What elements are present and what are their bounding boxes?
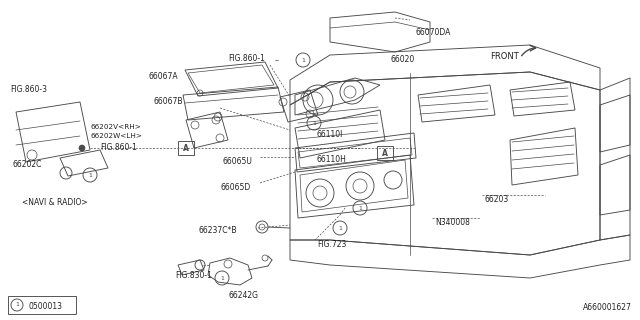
Text: FIG.860-3: FIG.860-3 bbox=[10, 85, 47, 94]
Text: 66242G: 66242G bbox=[228, 291, 258, 300]
Text: 66110I: 66110I bbox=[316, 130, 342, 139]
Text: 1: 1 bbox=[15, 302, 19, 308]
Text: 1: 1 bbox=[220, 276, 224, 281]
Text: 66067B: 66067B bbox=[153, 97, 182, 106]
Text: FRONT: FRONT bbox=[490, 52, 519, 61]
Text: 1: 1 bbox=[338, 226, 342, 230]
Text: 66110H: 66110H bbox=[316, 155, 346, 164]
Text: N340008: N340008 bbox=[435, 218, 470, 227]
Text: 66020: 66020 bbox=[390, 55, 414, 64]
Text: FIG.860-1: FIG.860-1 bbox=[228, 54, 265, 63]
Text: 66065U: 66065U bbox=[222, 157, 252, 166]
Text: 66070DA: 66070DA bbox=[415, 28, 451, 37]
Text: 1: 1 bbox=[358, 205, 362, 211]
Text: 66202W<LH>: 66202W<LH> bbox=[90, 133, 142, 139]
Text: 0500013: 0500013 bbox=[28, 302, 62, 311]
Text: 66237C*B: 66237C*B bbox=[198, 226, 237, 235]
Text: <NAVI & RADIO>: <NAVI & RADIO> bbox=[22, 198, 88, 207]
Text: 66203: 66203 bbox=[484, 195, 508, 204]
Text: FIG.830-1: FIG.830-1 bbox=[175, 271, 212, 280]
Bar bbox=[178, 141, 194, 155]
Text: 1: 1 bbox=[301, 58, 305, 62]
Text: 66202V<RH>: 66202V<RH> bbox=[90, 124, 141, 130]
Text: FIG.860-1: FIG.860-1 bbox=[100, 143, 137, 152]
Text: A: A bbox=[382, 148, 388, 157]
Text: 66067A: 66067A bbox=[148, 72, 178, 81]
Text: A660001627: A660001627 bbox=[583, 303, 632, 312]
Text: 66202C: 66202C bbox=[12, 160, 42, 169]
Circle shape bbox=[79, 145, 85, 151]
Text: 66065D: 66065D bbox=[220, 183, 250, 192]
Text: A: A bbox=[183, 143, 189, 153]
Text: FIG.723: FIG.723 bbox=[317, 240, 346, 249]
Bar bbox=[377, 146, 393, 160]
Text: 1: 1 bbox=[312, 121, 316, 125]
Text: 1: 1 bbox=[88, 172, 92, 178]
